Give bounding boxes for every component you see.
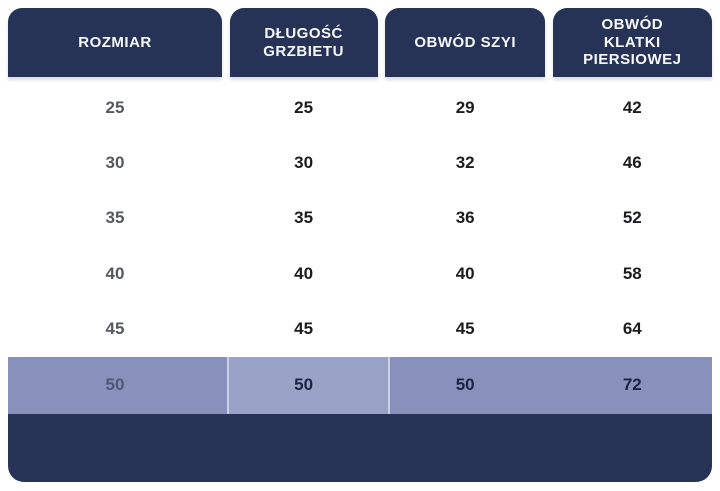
table-cell: 40 — [455, 263, 475, 283]
header-label: ROZMIAR — [78, 33, 152, 51]
header-cell-dlugosc-grzbietu: DŁUGOŚĆ GRZBIETU — [229, 8, 378, 77]
header-cell-rozmiar: ROZMIAR — [8, 8, 222, 77]
table-cell: 45 — [294, 319, 314, 339]
table-cell: 32 — [455, 153, 475, 173]
table-cell: 50 — [455, 375, 475, 395]
table-cell: 45 — [105, 319, 125, 339]
table-cell: 40 — [105, 263, 125, 283]
table-cell: 29 — [455, 97, 475, 117]
highlighted-mid-cell-background — [227, 356, 390, 414]
table-row: 25 25 29 42 — [8, 80, 712, 135]
highlighted-row: 50 50 50 72 — [8, 356, 712, 414]
table-cell: 25 — [294, 97, 314, 117]
header-cell-obwod-szyi: OBWÓD SZYI — [385, 8, 546, 77]
table-cell: 52 — [622, 208, 642, 228]
size-table: ROZMIAR DŁUGOŚĆ GRZBIETU OBWÓD SZYI OBWÓ… — [8, 8, 712, 482]
table-cell: 40 — [294, 263, 314, 283]
table-cell: 36 — [455, 208, 475, 228]
table-cell: 50 — [294, 375, 314, 395]
table-row: 45 45 45 64 — [8, 302, 712, 357]
footer-block — [8, 413, 712, 482]
table-cell: 58 — [622, 263, 642, 283]
table-cell: 30 — [105, 153, 125, 173]
table-body: 25 25 29 42 30 30 32 46 35 35 36 52 40 4… — [8, 80, 712, 357]
table-cell: 50 — [105, 375, 125, 395]
table-cell: 72 — [622, 375, 642, 395]
header-label: OBWÓD KLATKI PIERSIOWEJ — [583, 15, 682, 69]
header-label: DŁUGOŚĆ GRZBIETU — [263, 24, 344, 60]
table-row: 50 50 50 72 — [8, 357, 712, 414]
table-cell: 25 — [105, 97, 125, 117]
table-row: 35 35 36 52 — [8, 191, 712, 246]
table-header-row: ROZMIAR DŁUGOŚĆ GRZBIETU OBWÓD SZYI OBWÓ… — [8, 8, 712, 77]
header-label: OBWÓD SZYI — [414, 33, 517, 51]
table-cell: 35 — [294, 208, 314, 228]
table-row: 30 30 32 46 — [8, 135, 712, 190]
table-cell: 46 — [622, 153, 642, 173]
table-cell: 64 — [622, 319, 642, 339]
table-cell: 42 — [622, 97, 642, 117]
table-row: 40 40 40 58 — [8, 246, 712, 301]
header-cell-obwod-klatki: OBWÓD KLATKI PIERSIOWEJ — [552, 8, 712, 77]
table-cell: 45 — [455, 319, 475, 339]
table-cell: 30 — [294, 153, 314, 173]
table-cell: 35 — [105, 208, 125, 228]
